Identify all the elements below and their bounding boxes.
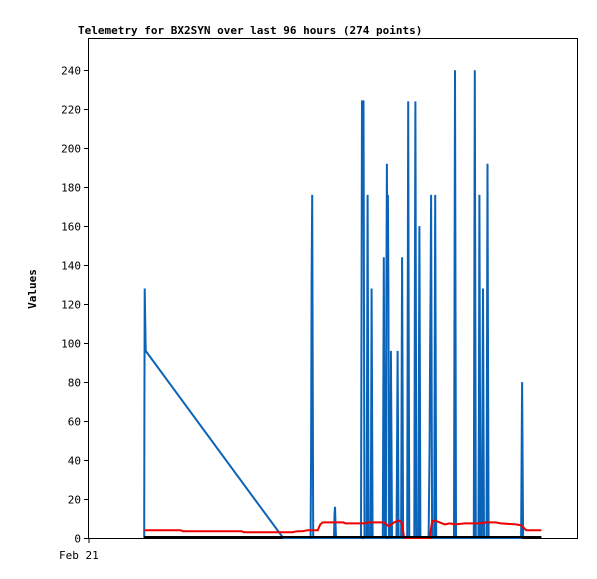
y-tick-label: 100 xyxy=(61,338,81,351)
y-tick-label: 240 xyxy=(61,65,81,78)
y-tick-label: 200 xyxy=(61,143,81,156)
x-tick-label: Feb 21 xyxy=(59,549,99,562)
series-layer xyxy=(143,70,542,539)
plot-frame xyxy=(88,38,578,539)
y-axis-label: Values xyxy=(26,269,39,309)
y-tick-label: 120 xyxy=(61,299,81,312)
series-line-red xyxy=(144,519,542,539)
y-axis: 0 20 40 60 80 100 120 140 160 180 200 220 240 xyxy=(61,65,89,546)
y-tick-label: 60 xyxy=(68,416,81,429)
y-tick-label: 40 xyxy=(68,455,81,468)
y-tick-label: 0 xyxy=(74,533,81,546)
y-tick-label: 220 xyxy=(61,104,81,117)
y-tick-label: 160 xyxy=(61,221,81,234)
series-line-blue xyxy=(143,70,525,539)
y-tick-label: 80 xyxy=(68,377,81,390)
chart-title: Telemetry for BX2SYN over last 96 hours … xyxy=(78,24,422,37)
y-tick-label: 180 xyxy=(61,182,81,195)
y-tick-label: 20 xyxy=(68,494,81,507)
y-tick-label: 140 xyxy=(61,260,81,273)
x-axis: Feb 21 xyxy=(59,538,99,562)
